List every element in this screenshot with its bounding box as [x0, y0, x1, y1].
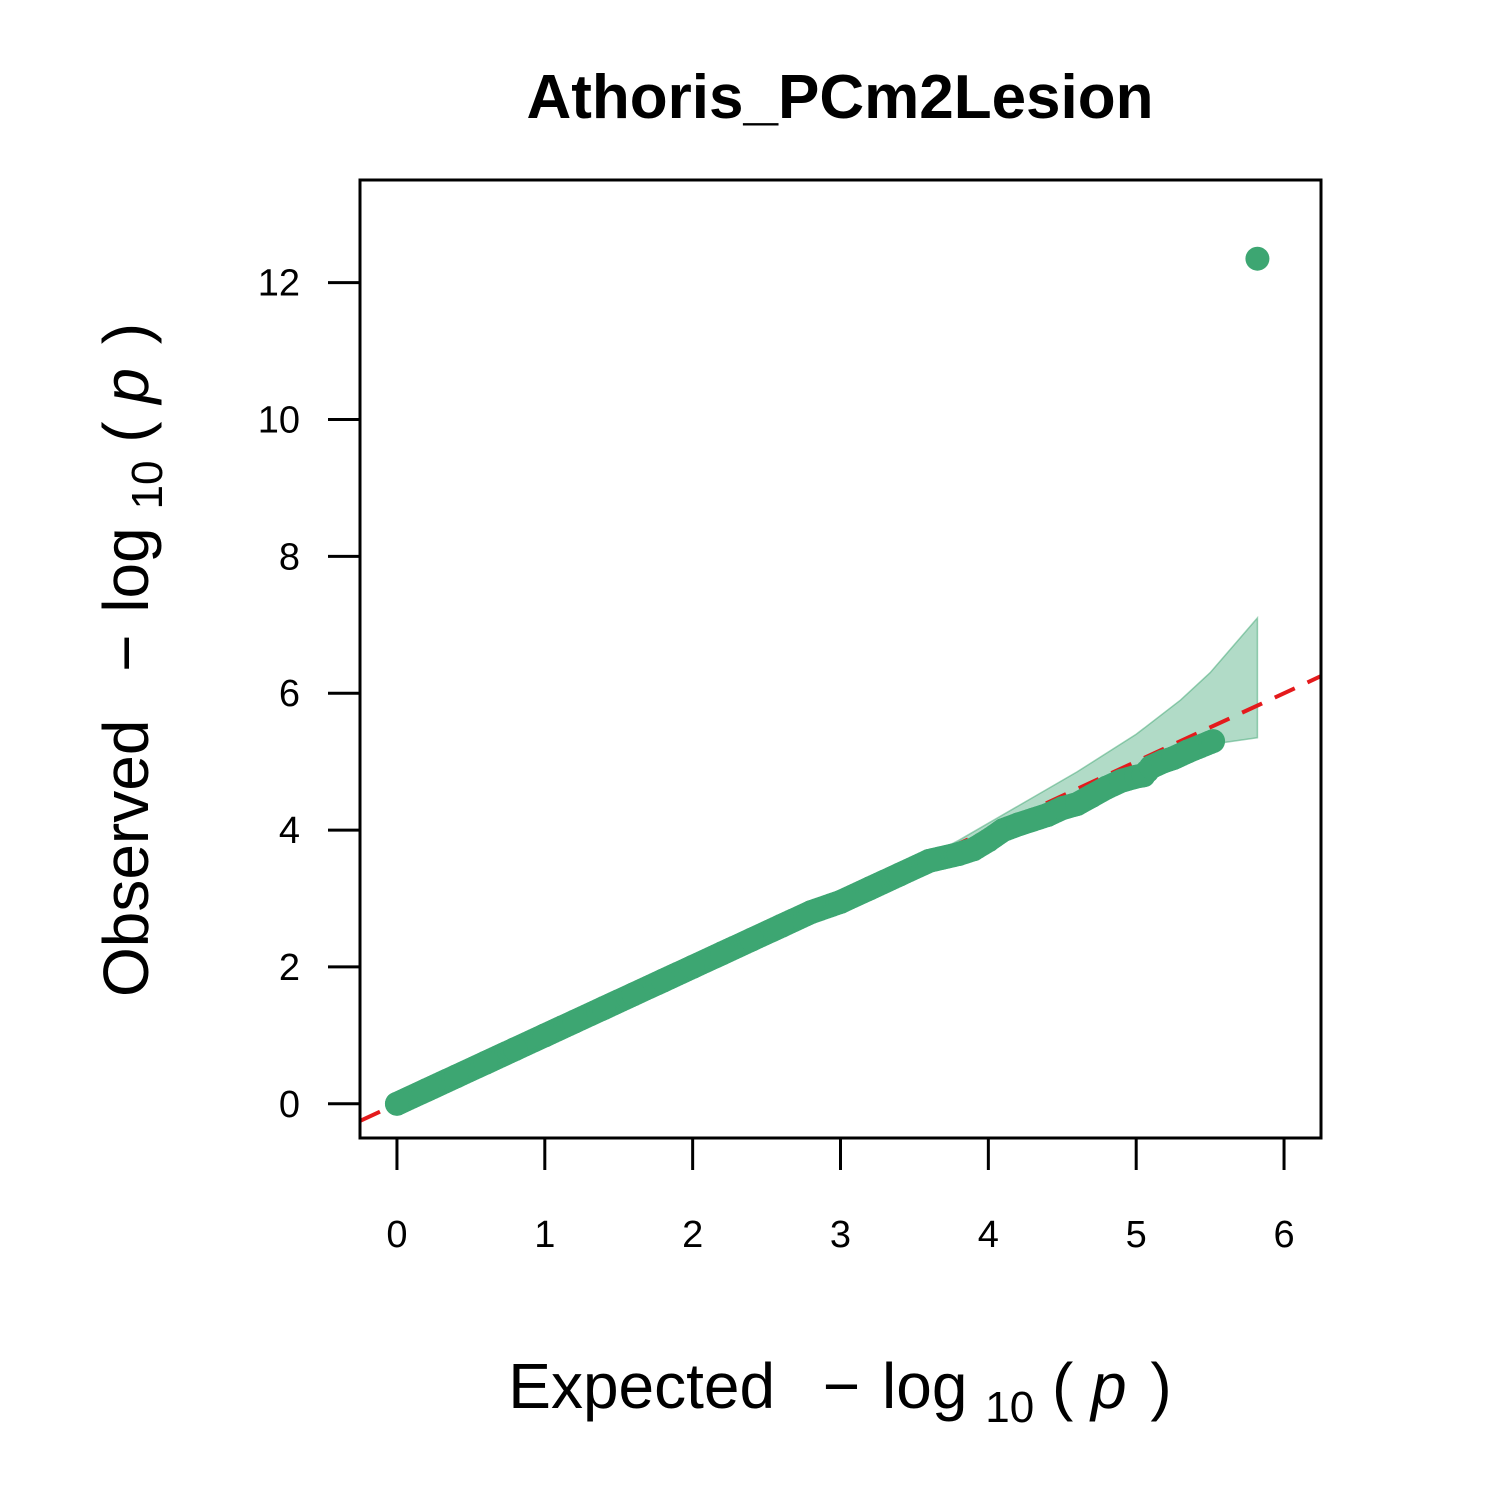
y-axis-label-minus: − [90, 634, 162, 671]
plot-frame [358, 178, 1323, 1140]
x-tick-label: 0 [386, 1214, 407, 1256]
chart-title: Athoris_PCm2Lesion [526, 63, 1153, 132]
plot-area [360, 246, 1321, 1123]
y-tick-label: 12 [258, 263, 300, 305]
x-axis-label-close: ) [1150, 1350, 1171, 1422]
qq-point [651, 968, 676, 993]
x-tick-label: 4 [978, 1214, 999, 1256]
y-tick-label: 2 [279, 947, 300, 989]
qq-point [680, 954, 705, 979]
y-axis: 0 2 4 6 8 10 12 [258, 263, 362, 1126]
qq-point [769, 913, 794, 938]
x-axis-label-var: p [1089, 1350, 1127, 1422]
qq-point [414, 1078, 439, 1103]
x-tick-label: 1 [534, 1214, 555, 1256]
qq-point [473, 1050, 498, 1075]
qq-point [384, 1091, 409, 1116]
qq-point [532, 1023, 557, 1048]
qq-point [828, 889, 853, 914]
y-tick-label: 0 [279, 1084, 300, 1126]
qq-point [798, 900, 823, 925]
y-tick-label: 8 [279, 536, 300, 578]
x-axis-label-log: log [882, 1350, 967, 1422]
qq-point [1245, 246, 1270, 271]
x-axis-label-base: 10 [985, 1383, 1034, 1432]
y-tick-label: 4 [279, 810, 300, 852]
y-tick-label: 10 [258, 400, 300, 442]
y-axis-label-close: ) [90, 323, 162, 344]
qq-point [1175, 739, 1200, 764]
y-axis-label: Observed − log 10 ( p ) [90, 323, 176, 997]
x-axis-label: Expected − log 10 ( p ) [508, 1350, 1171, 1436]
x-axis: 0 1 2 3 4 5 6 [386, 1136, 1295, 1256]
qq-point [917, 848, 942, 873]
qq-point [444, 1064, 469, 1089]
qq-point [710, 941, 735, 966]
x-tick-label: 6 [1273, 1214, 1294, 1256]
x-tick-label: 3 [830, 1214, 851, 1256]
qq-point [503, 1037, 528, 1062]
qq-point [887, 862, 912, 887]
x-tick-label: 5 [1126, 1214, 1147, 1256]
qq-point [1201, 729, 1226, 754]
y-tick-label: 6 [279, 673, 300, 715]
points-layer [384, 246, 1270, 1116]
qq-point [562, 1009, 587, 1034]
qq-point [858, 876, 883, 901]
y-axis-label-base: 10 [123, 461, 172, 510]
qq-point [739, 927, 764, 952]
y-axis-label-open: ( [90, 421, 162, 442]
x-tick-label: 2 [682, 1214, 703, 1256]
y-axis-label-var: p [90, 368, 162, 406]
qq-point [621, 982, 646, 1007]
y-axis-label-prefix: Observed [90, 720, 162, 997]
y-axis-label-log: log [90, 527, 162, 612]
x-axis-label-open: ( [1052, 1350, 1073, 1422]
x-axis-label-minus: − [823, 1350, 860, 1422]
qq-point [591, 995, 616, 1020]
x-axis-label-prefix: Expected [508, 1350, 775, 1422]
